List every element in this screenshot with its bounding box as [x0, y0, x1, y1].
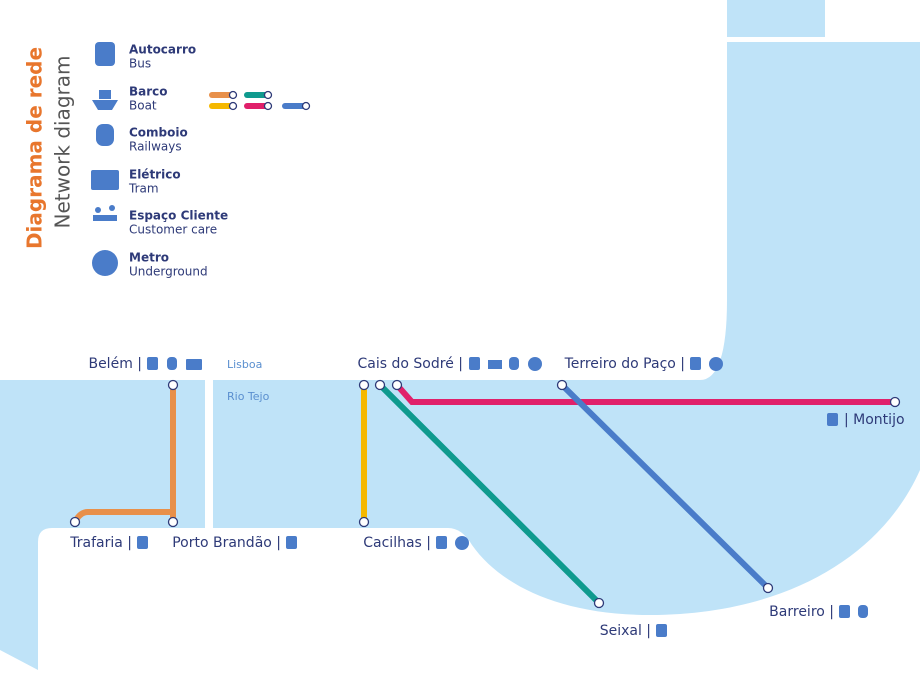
legend-sublabel: Underground [129, 265, 208, 279]
legend-label: Comboio [129, 126, 188, 140]
land-strip [205, 380, 213, 530]
legend-icons [91, 42, 119, 276]
subtitle: Network diagram [51, 55, 75, 228]
legend-sublabel: Boat [129, 99, 157, 113]
station-icons [137, 357, 868, 637]
station-label: Trafaria | [69, 535, 132, 551]
water [727, 0, 825, 37]
legend-sublabel: Customer care [129, 223, 217, 237]
station-label: Terreiro do Paço | [564, 356, 685, 372]
station-label: Cacilhas | [363, 535, 431, 551]
station-label: | Montijo [844, 412, 905, 428]
station-label: Seixal | [600, 623, 651, 639]
routes [72, 382, 898, 606]
station-label: Belém | [88, 356, 142, 372]
station-label: Porto Brandão | [172, 535, 281, 551]
title: Diagrama de rede [23, 47, 47, 249]
place-label: Lisboa [227, 358, 262, 371]
station-label: Barreiro | [769, 604, 834, 620]
legend-label: Autocarro [129, 43, 196, 57]
legend-label: Espaço Cliente [129, 209, 228, 223]
legend-sublabel: Tram [128, 182, 159, 196]
legend-routes [209, 90, 311, 111]
legend-label: Barco [129, 85, 168, 99]
legend-sublabel: Bus [129, 57, 151, 71]
station-label: Cais do Sodré | [358, 356, 463, 372]
place-label: Rio Tejo [227, 390, 270, 403]
legend-label: Metro [129, 251, 169, 265]
legend-sublabel: Railways [129, 140, 182, 154]
stops [69, 379, 901, 609]
legend-label: Elétrico [129, 168, 181, 182]
